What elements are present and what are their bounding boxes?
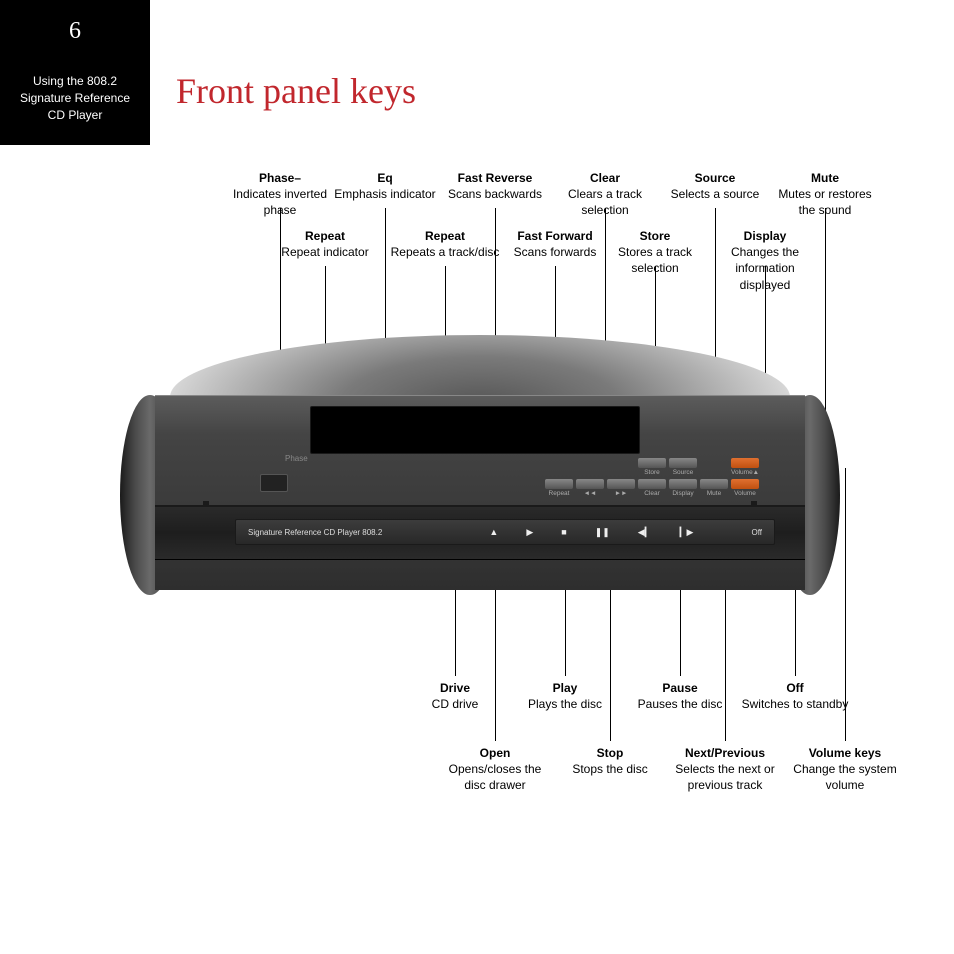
rev-label: ◄◄ — [576, 490, 604, 497]
tray-area: Signature Reference CD Player 808.2 ▲ ▶ … — [155, 505, 805, 560]
control-buttons: Store Source Volume▲ Repeat ◄◄ ►► Clear … — [545, 458, 759, 497]
repeat-label: Repeat — [545, 490, 573, 497]
store-label: Store — [638, 469, 666, 476]
sidebar-box: 6 Using the 808.2Signature ReferenceCD P… — [0, 0, 150, 145]
page-number: 6 — [0, 18, 150, 45]
tray-label: Signature Reference CD Player 808.2 — [248, 528, 382, 537]
clear-label: Clear — [638, 490, 666, 497]
volume-down-button[interactable] — [731, 479, 759, 489]
sidebar-text: Using the 808.2Signature ReferenceCD Pla… — [0, 73, 150, 123]
off-button[interactable]: Off — [751, 528, 762, 537]
callout-off: OffSwitches to standby — [740, 680, 850, 712]
repeat-button[interactable] — [545, 479, 573, 489]
vol-up-label: Volume▲ — [731, 469, 759, 476]
callout-repeat: RepeatRepeats a track/disc — [390, 228, 500, 260]
leader-line — [845, 468, 846, 741]
source-button[interactable] — [669, 458, 697, 468]
callout-repeat: RepeatRepeat indicator — [270, 228, 380, 260]
volume-up-button[interactable] — [731, 458, 759, 468]
callout-drive: DriveCD drive — [400, 680, 510, 712]
callout-pause: PausePauses the disc — [625, 680, 735, 712]
callout-fast-reverse: Fast ReverseScans backwards — [440, 170, 550, 202]
callout-fast-forward: Fast ForwardScans forwards — [500, 228, 610, 260]
callout-stop: StopStops the disc — [555, 745, 665, 777]
stop-button[interactable]: ■ — [561, 527, 566, 537]
play-button[interactable]: ▶ — [526, 527, 533, 538]
mute-label: Mute — [700, 490, 728, 497]
tray-inner: Signature Reference CD Player 808.2 ▲ ▶ … — [235, 519, 775, 545]
phase-indicator: Phase — [285, 454, 308, 463]
pause-button[interactable]: ❚❚ — [595, 527, 610, 538]
mute-button[interactable] — [700, 479, 728, 489]
callout-next-previous: Next/PreviousSelects the next or previou… — [670, 745, 780, 794]
source-label: Source — [669, 469, 697, 476]
callout-play: PlayPlays the disc — [510, 680, 620, 712]
cd-player-device: Phase Store Source Volume▲ Repeat ◄◄ ►► … — [120, 335, 840, 595]
vol-label: Volume — [731, 490, 759, 497]
display-button[interactable] — [669, 479, 697, 489]
callout-volume-keys: Volume keysChange the system volume — [790, 745, 900, 794]
eject-button[interactable]: ▲ — [489, 527, 498, 537]
device-body: Phase Store Source Volume▲ Repeat ◄◄ ►► … — [155, 395, 805, 590]
input-slot — [260, 474, 288, 492]
clear-button[interactable] — [638, 479, 666, 489]
callout-open: OpenOpens/closes the disc drawer — [440, 745, 550, 794]
next-button[interactable]: ▎▶ — [680, 527, 694, 538]
page-title: Front panel keys — [176, 70, 416, 112]
fast-reverse-button[interactable] — [576, 479, 604, 489]
prev-button[interactable]: ◀▎ — [638, 527, 652, 538]
callout-source: SourceSelects a source — [660, 170, 770, 202]
store-button[interactable] — [638, 458, 666, 468]
fast-forward-button[interactable] — [607, 479, 635, 489]
callout-eq: EqEmphasis indicator — [330, 170, 440, 202]
display-label: Display — [669, 490, 697, 497]
display-window — [310, 406, 640, 454]
transport-controls: ▲ ▶ ■ ❚❚ ◀▎ ▎▶ Off — [489, 527, 762, 538]
fwd-label: ►► — [607, 490, 635, 497]
